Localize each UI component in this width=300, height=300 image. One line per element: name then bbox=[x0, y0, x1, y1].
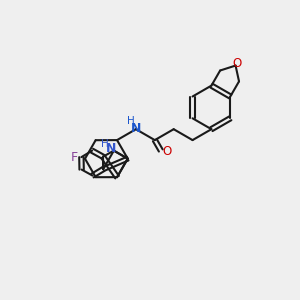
Text: H: H bbox=[127, 116, 135, 126]
Text: O: O bbox=[163, 145, 172, 158]
Text: F: F bbox=[71, 151, 78, 164]
Text: N: N bbox=[131, 122, 141, 135]
Text: H: H bbox=[101, 139, 109, 149]
Text: N: N bbox=[106, 142, 116, 155]
Text: O: O bbox=[232, 57, 241, 70]
